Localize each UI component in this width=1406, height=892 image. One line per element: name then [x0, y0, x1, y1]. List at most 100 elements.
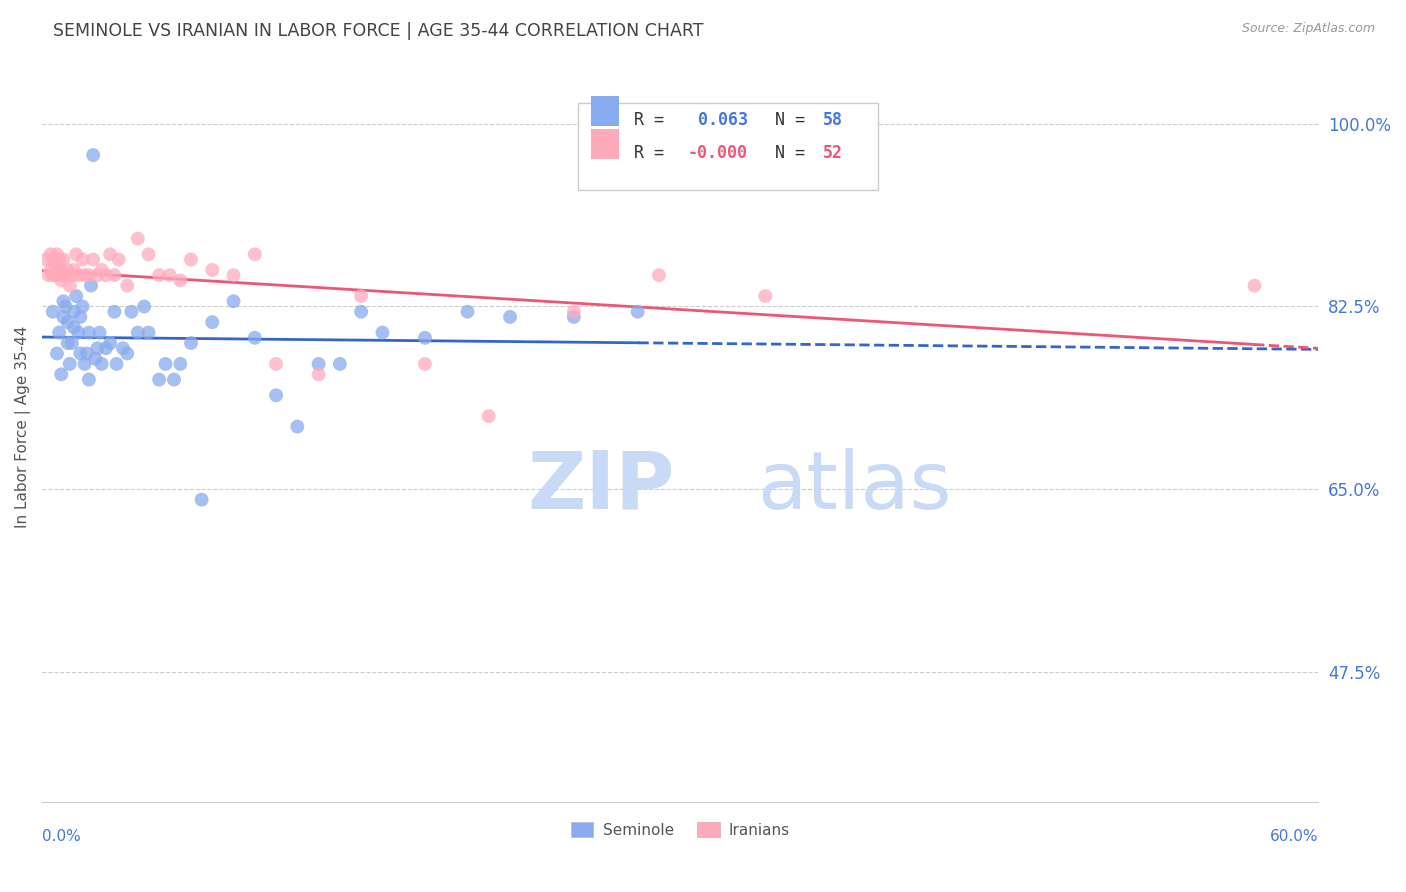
Point [371, 326, 394, 340]
Point [56, 315, 79, 329]
Text: -0.000: -0.000 [688, 144, 748, 162]
Point [155, 357, 177, 371]
Point [86, 268, 108, 282]
Point [103, 304, 125, 318]
Point [243, 331, 266, 345]
Point [413, 357, 436, 371]
Point [84, 351, 107, 366]
Point [46, 346, 69, 360]
Point [138, 326, 160, 340]
Point [222, 268, 245, 282]
Bar [591, 95, 619, 126]
Text: 58: 58 [823, 111, 844, 128]
Point [201, 315, 224, 329]
Point [499, 310, 522, 324]
Point [77, 373, 100, 387]
Point [285, 419, 308, 434]
Point [37, 268, 59, 282]
Point [77, 326, 100, 340]
Point [754, 289, 776, 303]
Point [148, 373, 170, 387]
Text: atlas: atlas [756, 448, 950, 525]
Point [52, 310, 75, 324]
Point [169, 273, 191, 287]
Point [44, 258, 66, 272]
Point [46, 247, 69, 261]
Point [562, 310, 585, 324]
Point [48, 252, 70, 267]
Point [148, 268, 170, 282]
Point [52, 252, 75, 267]
Point [63, 304, 86, 318]
Text: Source: ZipAtlas.com: Source: ZipAtlas.com [1241, 22, 1375, 36]
Point [648, 268, 671, 282]
Text: 0.0%: 0.0% [42, 829, 82, 844]
Point [69, 346, 91, 360]
Point [127, 232, 149, 246]
Point [159, 268, 181, 282]
Point [42, 252, 65, 267]
Point [105, 357, 128, 371]
FancyBboxPatch shape [578, 103, 877, 190]
Point [115, 278, 138, 293]
Point [98, 336, 121, 351]
Text: 0.063: 0.063 [688, 111, 748, 128]
Text: SEMINOLE VS IRANIAN IN LABOR FORCE | AGE 35-44 CORRELATION CHART: SEMINOLE VS IRANIAN IN LABOR FORCE | AGE… [53, 22, 704, 40]
Point [55, 300, 77, 314]
Text: ZIP: ZIP [527, 448, 675, 525]
Point [67, 268, 90, 282]
Point [44, 268, 66, 282]
Point [42, 304, 65, 318]
Point [120, 304, 142, 318]
Point [190, 492, 212, 507]
Point [51, 273, 73, 287]
Point [1243, 278, 1265, 293]
Point [107, 252, 129, 267]
Point [163, 373, 186, 387]
Point [65, 247, 87, 261]
Point [52, 268, 75, 282]
Point [76, 346, 98, 360]
Point [94, 341, 117, 355]
Point [51, 263, 73, 277]
Point [35, 252, 58, 267]
Point [138, 247, 160, 261]
Point [59, 278, 82, 293]
Point [103, 268, 125, 282]
Point [69, 310, 91, 324]
Point [55, 268, 77, 282]
Point [65, 289, 87, 303]
Y-axis label: In Labor Force | Age 35-44: In Labor Force | Age 35-44 [15, 326, 31, 528]
Text: N =: N = [755, 111, 815, 128]
Point [627, 304, 650, 318]
Point [111, 341, 134, 355]
Point [264, 357, 287, 371]
Point [82, 252, 104, 267]
Point [48, 326, 70, 340]
Point [73, 357, 96, 371]
Text: R =: R = [634, 111, 675, 128]
Point [201, 263, 224, 277]
Point [90, 357, 112, 371]
Point [264, 388, 287, 402]
Point [457, 304, 479, 318]
Point [243, 247, 266, 261]
Point [329, 357, 352, 371]
Legend: Seminole, Iranians: Seminole, Iranians [564, 815, 796, 844]
Point [413, 331, 436, 345]
Point [308, 368, 330, 382]
Point [180, 252, 202, 267]
Point [134, 300, 156, 314]
Point [82, 148, 104, 162]
Point [56, 336, 79, 351]
Point [86, 341, 108, 355]
Point [77, 268, 100, 282]
Point [46, 263, 69, 277]
Point [562, 304, 585, 318]
Point [89, 326, 111, 340]
Text: N =: N = [755, 144, 815, 162]
Point [169, 357, 191, 371]
Point [39, 263, 62, 277]
Point [59, 357, 82, 371]
Point [308, 357, 330, 371]
